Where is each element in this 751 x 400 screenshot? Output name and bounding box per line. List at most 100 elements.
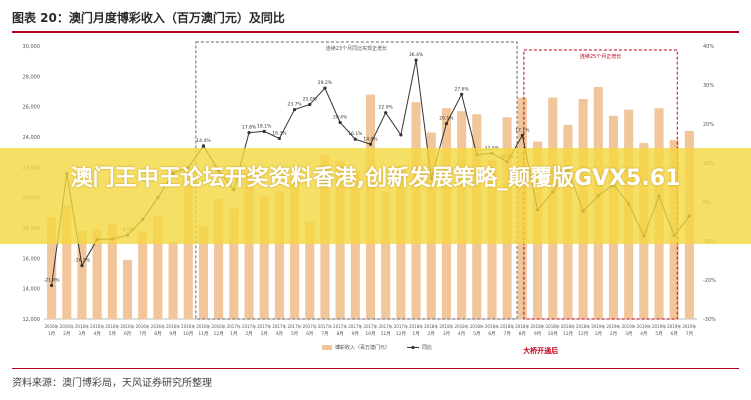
data-label: 29.2% (318, 80, 333, 86)
x-tick-year-label: 2016年 (166, 323, 180, 329)
x-tick-month-label: 12月 (396, 331, 406, 337)
x-tick-month-label: 2月 (63, 331, 70, 337)
y-left-tick-label: 16,000 (23, 256, 41, 262)
x-tick-year-label: 2017年 (257, 323, 271, 329)
data-label: 20.1% (439, 116, 454, 122)
x-tick-month-label: 10月 (183, 331, 193, 337)
bar (290, 177, 300, 319)
x-tick-month-label: 2月 (428, 331, 435, 337)
overlay-banner: 澳门王中王论坛开奖资料香港,创新发展策略_颠覆版GVX5.61 (0, 148, 751, 244)
bar (214, 199, 224, 319)
yoy-point (262, 129, 266, 134)
x-tick-month-label: 7月 (139, 331, 146, 337)
data-label: 17.1% (515, 127, 530, 133)
bar (107, 223, 117, 319)
x-tick-month-label: 5月 (473, 331, 480, 337)
yoy-point (49, 283, 54, 288)
bar (350, 170, 360, 319)
x-tick-month-label: 7月 (686, 331, 693, 337)
x-tick-year-label: 2018年 (470, 323, 484, 329)
data-label: 14.8% (363, 136, 378, 142)
x-tick-year-label: 2017年 (242, 323, 256, 329)
y-left-tick-label: 14,000 (23, 287, 41, 293)
x-tick-month-label: 9月 (169, 331, 176, 337)
x-tick-year-label: 2019年 (591, 323, 605, 329)
x-tick-month-label: 11月 (198, 331, 208, 337)
x-tick-year-label: 2016年 (44, 323, 58, 329)
x-tick-month-label: 5月 (655, 331, 662, 337)
data-label: 20.4% (333, 114, 348, 120)
y-left-tick-label: 24,000 (23, 135, 41, 141)
yoy-point (277, 136, 281, 141)
banner-text: 澳门王中王论坛开奖资料香港,创新发展策略_颠覆版GVX5.61 (70, 166, 681, 191)
bar (122, 259, 133, 319)
x-tick-year-label: 2018年 (530, 323, 544, 329)
yoy-point (338, 120, 342, 125)
x-tick-month-label: 3月 (625, 331, 632, 337)
x-tick-month-label: 6月 (671, 331, 678, 337)
yoy-point (292, 107, 297, 112)
x-tick-month-label: 3月 (443, 331, 450, 337)
yoy-point (414, 58, 418, 62)
bar (381, 191, 391, 319)
x-tick-year-label: 2018年 (500, 323, 514, 329)
data-label: 16.1% (348, 131, 363, 137)
chart-title: 图表 20：澳门月度博彩收入（百万澳门元）及同比 (12, 11, 285, 25)
x-tick-month-label: 12月 (578, 331, 588, 337)
x-tick-month-label: 8月 (336, 331, 343, 337)
x-tick-month-label: 4月 (640, 331, 647, 337)
bar (259, 196, 269, 319)
legend-label: 同比 (422, 344, 432, 351)
x-tick-month-label: 1月 (412, 331, 419, 337)
y-left-tick-label: 30,000 (23, 44, 41, 50)
x-tick-year-label: 2017年 (348, 323, 362, 329)
x-tick-year-label: 2017年 (303, 323, 317, 329)
title-rule (12, 31, 739, 33)
bar (77, 231, 87, 319)
bar (62, 205, 72, 319)
x-tick-year-label: 2016年 (75, 323, 89, 329)
data-label: 16.3% (272, 130, 287, 136)
bar (153, 215, 163, 319)
bar (274, 191, 284, 319)
x-tick-month-label: 10月 (548, 331, 558, 337)
yoy-point (308, 102, 312, 107)
bar (244, 171, 254, 319)
x-tick-month-label: 4月 (458, 331, 465, 337)
yoy-point (384, 111, 388, 115)
x-tick-month-label: 5月 (109, 331, 116, 337)
bar (305, 221, 315, 319)
yoy-point (460, 92, 464, 96)
x-tick-year-label: 2016年 (181, 323, 195, 329)
x-tick-month-label: 7月 (503, 331, 510, 337)
x-tick-month-label: 7月 (321, 331, 328, 337)
data-label: -16.3% (74, 258, 91, 264)
x-tick-year-label: 2018年 (546, 323, 560, 329)
x-tick-year-label: 2017年 (318, 323, 332, 329)
data-label: 27.6% (454, 86, 469, 92)
x-tick-year-label: 2017年 (379, 323, 393, 329)
yoy-point (444, 122, 449, 126)
data-label: 14.4% (196, 138, 211, 144)
x-tick-year-label: 2018年 (424, 323, 438, 329)
x-tick-year-label: 2018年 (485, 323, 499, 329)
yoy-point (323, 86, 327, 90)
bar (92, 229, 102, 319)
x-tick-year-label: 2019年 (637, 323, 651, 329)
x-tick-year-label: 2019年 (652, 323, 666, 329)
bar (168, 241, 178, 319)
x-tick-month-label: 12月 (214, 331, 224, 337)
x-tick-year-label: 2018年 (439, 323, 453, 329)
x-tick-month-label: 11月 (381, 331, 391, 337)
yoy-point (399, 133, 403, 137)
data-label: 22.9% (379, 105, 394, 111)
x-tick-month-label: 6月 (488, 331, 495, 337)
bar (47, 217, 57, 319)
data-label: 25.0% (303, 97, 318, 103)
x-tick-month-label: 9月 (534, 331, 541, 337)
x-tick-month-label: 10月 (365, 331, 375, 337)
yoy-point (520, 133, 524, 137)
y-right-tick-label: 30% (703, 83, 714, 89)
source-rule (12, 368, 739, 369)
x-tick-month-label: 9月 (352, 331, 359, 337)
